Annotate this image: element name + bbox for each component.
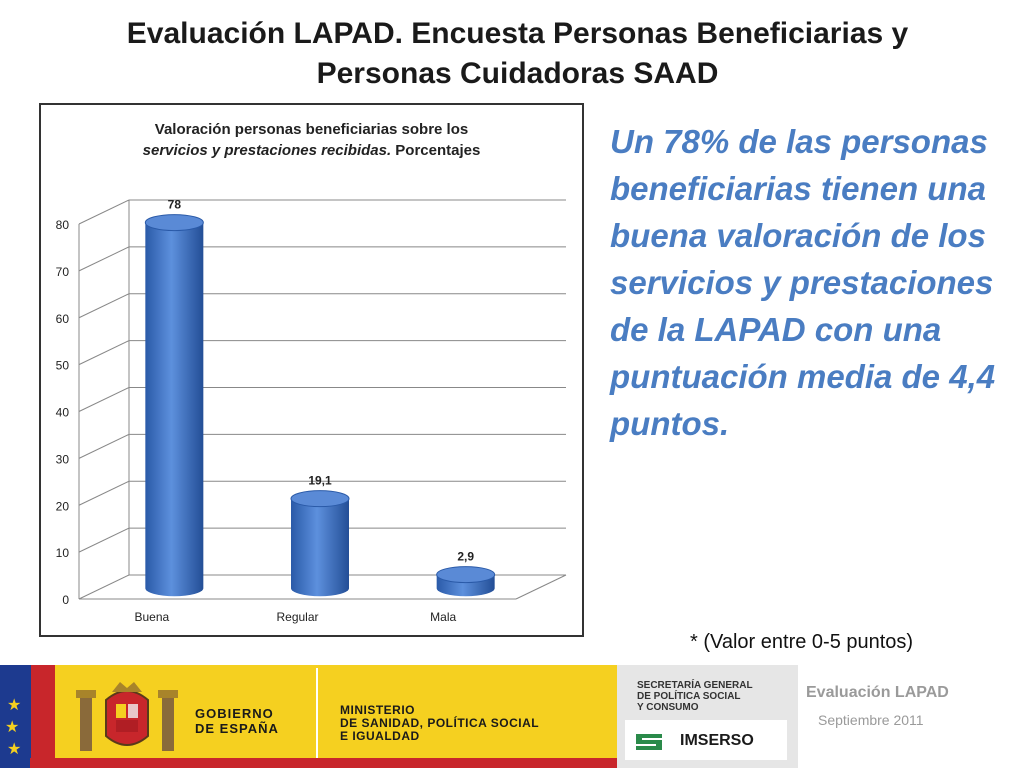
scale-note: * (Valor entre 0-5 puntos) bbox=[690, 631, 914, 653]
summary-text: Un 78% de las personas beneficiarias tie… bbox=[610, 123, 996, 442]
y-tick-label: 30 bbox=[56, 452, 70, 466]
bar-mala bbox=[436, 566, 496, 597]
star-icon: ★ bbox=[5, 719, 20, 736]
secretariat-label: SECRETARÍA GENERAL DE POLÍTICA SOCIAL Y … bbox=[637, 680, 753, 713]
gridline-depth bbox=[78, 199, 130, 225]
chart-title-part2: servicios y prestaciones recibidas. bbox=[142, 142, 392, 159]
bar-top bbox=[436, 566, 496, 584]
y-tick-label: 10 bbox=[56, 546, 70, 560]
bar-top bbox=[290, 490, 350, 508]
gridline-depth bbox=[78, 246, 130, 272]
chart-frame: 0 10 20 30 40 50 60 70 80 78 Buena 19,1 Regular 2,9 M… bbox=[39, 103, 584, 637]
data-label: 2,9 bbox=[457, 550, 474, 564]
gridline-depth bbox=[78, 527, 130, 553]
gridline-depth bbox=[78, 387, 130, 412]
y-tick-label: 70 bbox=[56, 265, 70, 279]
red-bottom-band bbox=[30, 758, 617, 768]
y-tick-label: 50 bbox=[56, 359, 70, 373]
evaluation-date: Septiembre 2011 bbox=[818, 712, 924, 728]
bar-buena bbox=[144, 214, 204, 597]
imserso-logo-icon bbox=[636, 734, 662, 750]
data-label: 19,1 bbox=[308, 474, 332, 488]
gridline-depth bbox=[78, 480, 130, 506]
eu-flag-band: ★ ★ ★ bbox=[0, 665, 31, 768]
floor-edge bbox=[515, 574, 567, 600]
y-tick-label: 80 bbox=[56, 218, 70, 232]
bar-top bbox=[144, 214, 204, 232]
gridline-depth bbox=[78, 433, 130, 459]
x-tick-label: Mala bbox=[430, 610, 456, 624]
gov-line2: DE ESPAÑA bbox=[195, 721, 279, 736]
chart-title: Valoración personas beneficiarias sobre … bbox=[41, 119, 582, 161]
ministry-line1: MINISTERIO bbox=[340, 703, 416, 717]
bar-body bbox=[145, 222, 204, 597]
ministry-line3: E IGUALDAD bbox=[340, 729, 420, 743]
ministry-line2: DE SANIDAD, POLÍTICA SOCIAL bbox=[340, 716, 540, 730]
chart-title-part1: Valoración personas beneficiarias sobre … bbox=[154, 121, 469, 138]
slide-title-line2: Personas Cuidadoras SAAD bbox=[316, 57, 719, 90]
y-tick-label: 20 bbox=[56, 499, 70, 513]
gridline-depth bbox=[78, 293, 130, 319]
gov-line1: GOBIERNO bbox=[195, 706, 274, 721]
bar-regular bbox=[290, 490, 350, 597]
x-tick-label: Buena bbox=[134, 610, 169, 624]
gridline-depth bbox=[78, 574, 130, 600]
y-tick-label: 40 bbox=[56, 406, 70, 420]
sec-line2: DE POLÍTICA SOCIAL bbox=[637, 691, 741, 702]
data-label: 78 bbox=[168, 198, 182, 212]
chart-title-part3: Porcentajes bbox=[391, 142, 481, 159]
bar-chart: 0 10 20 30 40 50 60 70 80 78 Buena 19,1 Regular 2,9 M… bbox=[56, 198, 567, 624]
evaluation-label: Evaluación LAPAD bbox=[806, 684, 949, 701]
x-tick-label: Regular bbox=[276, 610, 318, 624]
ministry-label: MINISTERIO DE SANIDAD, POLÍTICA SOCIAL E… bbox=[340, 704, 539, 743]
government-label: GOBIERNO DE ESPAÑA bbox=[195, 706, 279, 736]
star-icon: ★ bbox=[7, 741, 22, 758]
gridline-depth bbox=[78, 340, 130, 366]
bar-body bbox=[291, 498, 349, 597]
star-icon: ★ bbox=[7, 697, 22, 714]
y-tick-label: 60 bbox=[56, 312, 70, 326]
red-band bbox=[31, 665, 55, 768]
slide-title: Evaluación LAPAD. Encuesta Personas Bene… bbox=[60, 14, 975, 94]
slide-title-line1: Evaluación LAPAD. Encuesta Personas Bene… bbox=[126, 17, 909, 50]
coat-of-arms-icon bbox=[76, 682, 178, 751]
imserso-label: IMSERSO bbox=[680, 732, 754, 749]
footer-divider bbox=[316, 668, 318, 758]
sec-line1: SECRETARÍA GENERAL bbox=[637, 680, 753, 691]
sec-line3: Y CONSUMO bbox=[637, 702, 699, 713]
y-tick-label: 0 bbox=[62, 593, 69, 607]
